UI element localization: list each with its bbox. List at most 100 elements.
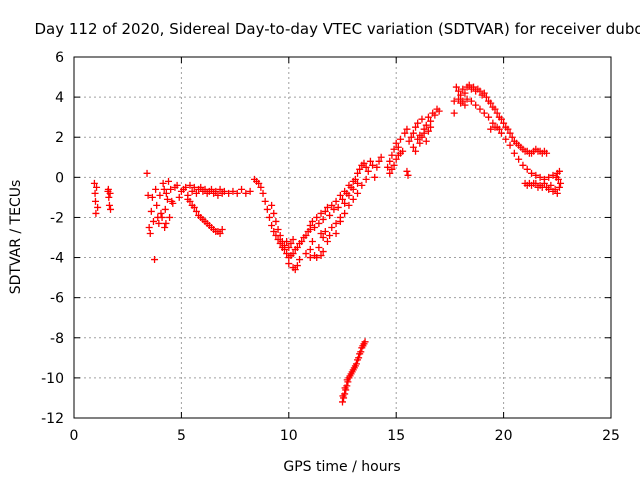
data-point: [427, 117, 435, 125]
data-point: [504, 125, 512, 133]
data-point: [148, 193, 156, 201]
data-point: [207, 185, 215, 193]
data-point: [355, 354, 363, 362]
x-tick-label: 5: [177, 428, 186, 444]
data-point: [551, 185, 559, 193]
data-point: [403, 125, 411, 133]
data-point: [489, 119, 497, 127]
data-point: [497, 129, 505, 137]
y-tick-label: -8: [50, 331, 64, 347]
data-point: [229, 187, 237, 195]
data-point: [375, 157, 383, 165]
data-point: [480, 109, 488, 117]
data-point: [161, 223, 169, 231]
data-point: [457, 91, 465, 99]
data-point: [167, 185, 175, 193]
data-point: [414, 135, 422, 143]
data-point: [416, 139, 424, 147]
data-point: [289, 236, 297, 244]
data-point: [182, 183, 190, 191]
data-point: [403, 167, 411, 175]
data-point: [92, 209, 100, 217]
data-point: [323, 203, 331, 211]
data-point: [515, 155, 523, 163]
data-point: [352, 360, 360, 368]
data-point: [186, 197, 194, 205]
data-point: [476, 87, 484, 95]
data-point: [321, 227, 329, 235]
data-point: [201, 185, 209, 193]
y-tick-label: 6: [55, 50, 64, 66]
y-tick-label: -6: [50, 291, 64, 307]
data-point: [199, 215, 207, 223]
data-point: [361, 338, 369, 346]
data-point: [143, 169, 151, 177]
data-point: [487, 99, 495, 107]
y-tick-label: -10: [41, 371, 64, 387]
data-point: [216, 185, 224, 193]
data-point: [404, 171, 412, 179]
data-point: [155, 219, 163, 227]
data-point: [557, 179, 565, 187]
data-point: [293, 262, 301, 270]
data-point: [491, 123, 499, 131]
data-point: [149, 217, 157, 225]
data-point: [523, 165, 531, 173]
data-point: [270, 209, 278, 217]
data-point: [339, 392, 347, 400]
data-point: [345, 191, 353, 199]
data-point: [354, 169, 362, 177]
y-tick-label: 4: [55, 90, 64, 106]
data-point: [274, 225, 282, 233]
data-point: [321, 207, 329, 215]
data-point: [144, 191, 152, 199]
data-point: [422, 121, 430, 129]
data-point: [510, 149, 518, 157]
data-point: [147, 207, 155, 215]
data-point: [197, 183, 205, 191]
data-point: [553, 189, 561, 197]
data-point: [532, 171, 540, 179]
data-point: [476, 105, 484, 113]
data-point: [323, 238, 331, 246]
data-point: [339, 398, 346, 406]
data-point: [467, 97, 475, 105]
data-point: [298, 238, 306, 246]
data-point: [190, 203, 198, 211]
data-point: [157, 209, 165, 217]
data-point: [145, 223, 153, 231]
data-point: [285, 260, 293, 268]
data-point: [162, 219, 170, 227]
data-point: [552, 173, 560, 181]
data-point: [220, 187, 228, 195]
data-point: [409, 143, 417, 151]
data-point: [270, 227, 278, 235]
data-point: [169, 199, 177, 207]
x-axis-label: GPS time / hours: [283, 459, 400, 475]
data-point: [354, 179, 362, 187]
data-point: [91, 189, 99, 197]
data-point: [386, 157, 394, 165]
y-axis-label: SDTVAR / TECUs: [8, 180, 24, 295]
data-point: [107, 205, 115, 213]
data-point: [302, 250, 310, 258]
data-point: [192, 207, 200, 215]
data-point: [357, 348, 365, 356]
data-point: [162, 189, 170, 197]
data-point: [319, 234, 327, 241]
data-point: [212, 187, 220, 195]
data-point: [414, 119, 422, 127]
data-point: [482, 93, 490, 101]
data-point: [454, 87, 462, 95]
data-point: [156, 191, 164, 199]
x-tick-label: 25: [602, 428, 620, 444]
data-point: [313, 213, 321, 221]
data-point: [151, 256, 159, 264]
data-point: [152, 185, 160, 193]
data-point: [545, 185, 553, 193]
data-point: [328, 223, 336, 231]
data-point: [216, 229, 224, 237]
data-point: [263, 205, 271, 213]
data-point: [276, 231, 284, 239]
data-point: [306, 221, 314, 229]
